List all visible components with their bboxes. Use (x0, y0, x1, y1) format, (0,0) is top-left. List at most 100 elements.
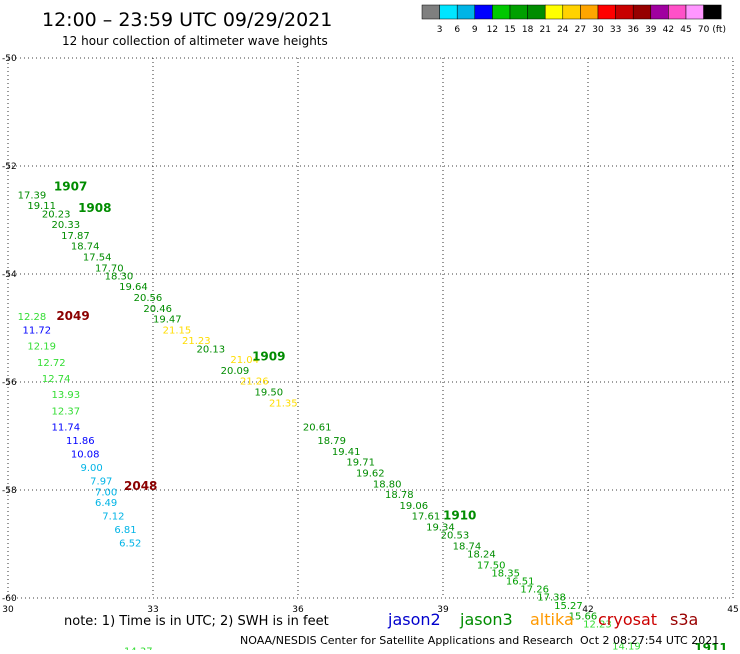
wave-height-label: 18.30 (105, 271, 134, 282)
legend-entry: jason2 (387, 610, 441, 629)
wave-height-label: 17.87 (61, 231, 90, 242)
wave-height-label: 19.50 (255, 388, 284, 399)
colorbar-swatch (509, 4, 528, 20)
wave-height-label: 20.33 (52, 220, 81, 231)
colorbar-label: 21 (539, 25, 550, 35)
colorbar-swatch (421, 4, 440, 20)
colorbar-label: 30 (592, 25, 604, 35)
legend-entry: altika (530, 610, 574, 629)
wave-height-label: 21.26 (240, 377, 269, 388)
chart-title: 12:00 – 23:59 UTC 09/29/2021 (42, 9, 332, 31)
wave-height-label: 19.47 (153, 315, 182, 326)
wave-height-label: 17.39 (18, 190, 47, 201)
colorbar-label: 12 (487, 25, 498, 35)
wave-height-label: 20.46 (143, 304, 172, 315)
wave-height-label: 15.27 (554, 601, 583, 612)
colorbar-swatch (650, 4, 669, 20)
wave-height-label: 12.37 (52, 406, 81, 417)
y-tick-label: -54 (2, 270, 17, 280)
wave-height-label: 12.28 (18, 312, 47, 323)
wave-height-label: 18.24 (467, 550, 496, 561)
wave-height-label: 20.23 (42, 209, 71, 220)
pass-time-label: 1909 (252, 349, 285, 363)
wave-height-label: 17.38 (537, 593, 566, 604)
colorbar-label: 3 (437, 25, 443, 35)
wave-height-label: 7.12 (102, 512, 124, 523)
pass-time-label: 1907 (54, 179, 87, 193)
y-tick-label: -56 (2, 378, 17, 388)
wave-height-label: 19.34 (426, 523, 455, 534)
wave-height-label: 17.70 (95, 263, 124, 274)
y-tick-label: -60 (2, 594, 17, 604)
wave-height-label: 18.35 (491, 568, 520, 579)
wave-height-label: 16.51 (506, 577, 535, 588)
plot-frame (7, 57, 734, 599)
chart-subtitle: 12 hour collection of altimeter wave hei… (62, 34, 328, 48)
wave-height-label: 19.64 (119, 282, 148, 293)
pass-time-label: 2049 (56, 309, 89, 323)
colorbar-swatch (474, 4, 493, 20)
colorbar-label: 45 (680, 25, 691, 35)
legend-entry: jason3 (459, 610, 513, 629)
color-scale-bar: 3 6 9 12 15 18 21 24 27 30 33 36 39 42 45 70 (ft) (421, 4, 726, 35)
wave-height-label: 19.06 (400, 501, 429, 512)
colorbar-label: 36 (627, 25, 639, 35)
wave-height-label: 12.74 (42, 374, 71, 385)
pass-time-label: 1908 (78, 201, 111, 215)
colorbar-label: 15 (504, 25, 515, 35)
wave-height-label: 21.04 (230, 355, 259, 366)
wave-height-label: 12.72 (37, 358, 66, 369)
wave-height-label: 15.66 (569, 612, 598, 623)
wave-height-label: 18.74 (71, 242, 100, 253)
wave-height-label: 19.41 (332, 447, 361, 458)
wave-height-label: 20.61 (303, 423, 332, 434)
wave-height-label: 17.50 (477, 560, 506, 571)
wave-height-label: 18.78 (385, 490, 414, 501)
colorbar-swatch (527, 4, 546, 20)
colorbar-swatch (544, 4, 564, 20)
pass-time-label: 1910 (443, 509, 476, 523)
wave-height-label: 19.11 (27, 201, 56, 212)
wave-height-label: 19.71 (346, 458, 375, 469)
plot-area: 30 33 36 39 42 45 -50 -52 -54 -56 -58 -60 17.3919.11… (2, 54, 739, 654)
wave-height-label: 20.53 (441, 531, 470, 542)
colorbar-label: 9 (472, 25, 478, 35)
colorbar-swatch (668, 4, 687, 20)
wave-height-label: 12.19 (27, 342, 56, 353)
x-tick-label: 45 (727, 605, 738, 615)
colorbar-swatch (492, 4, 511, 20)
colorbar-swatch (632, 4, 652, 20)
wave-height-label: 18.74 (453, 541, 482, 552)
y-tick-label: -52 (2, 162, 17, 172)
colorbar-swatch (685, 4, 704, 20)
colorbar-label: 42 (663, 25, 674, 35)
colorbar-label: 18 (522, 25, 534, 35)
colorbar-label: 33 (610, 25, 621, 35)
wave-height-label: 18.79 (317, 436, 346, 447)
y-tick-label: -50 (2, 54, 17, 64)
credit-text: NOAA/NESDIS Center for Satellite Applica… (240, 634, 573, 647)
wave-height-label: 13.93 (52, 390, 81, 401)
satellite-legend: jason2 jason3 altika cryosat s3a (387, 610, 698, 629)
wave-height-label: 6.52 (119, 539, 141, 550)
wave-height-label: 21.23 (182, 336, 211, 347)
wave-height-label: 20.13 (197, 344, 226, 355)
note-text: note: 1) Time is in UTC; 2) SWH is in fe… (64, 614, 329, 629)
colorbar-label: 70 (698, 25, 710, 35)
x-tick-label: 42 (582, 605, 593, 615)
wave-height-label: 12.23 (583, 620, 612, 631)
wave-height-label: 20.56 (134, 293, 163, 304)
colorbar-label: 27 (575, 25, 586, 35)
colorbar-swatch (703, 4, 722, 20)
colorbar-label: 39 (645, 25, 657, 35)
wave-height-label: 21.15 (163, 325, 192, 336)
wave-height-label: 17.54 (83, 253, 112, 264)
colorbar-label: 6 (454, 25, 460, 35)
pass-time-label: 2048 (124, 479, 157, 493)
wave-height-label: 17.61 (412, 512, 441, 523)
wave-height-label: 19.62 (356, 469, 385, 480)
y-tick-label: -58 (2, 486, 17, 496)
legend-entry: s3a (670, 610, 698, 629)
wave-height-label: 7.97 (90, 477, 112, 488)
